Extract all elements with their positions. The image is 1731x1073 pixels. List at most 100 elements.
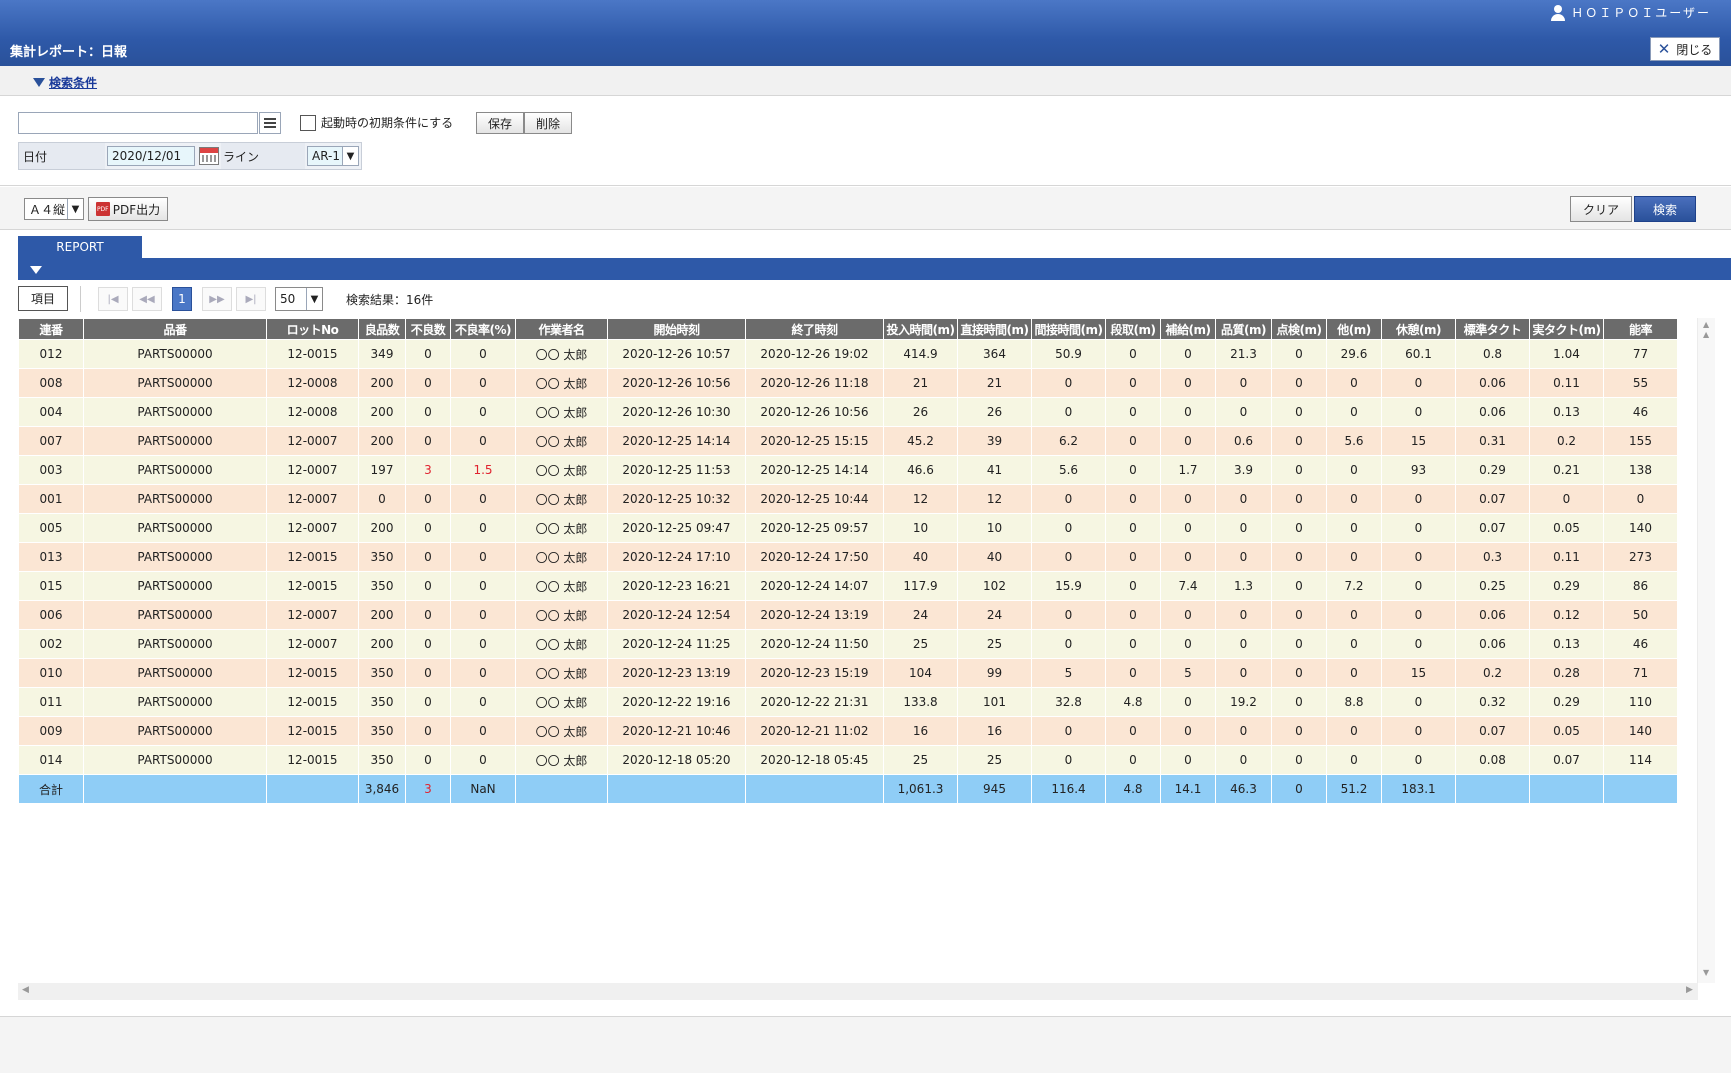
table-cell: 350	[358, 571, 406, 601]
table-row[interactable]: 007 PARTS00000 12-0007 200 0 0 〇〇 太郎 2020-12-25…	[18, 426, 1678, 456]
previous-page-icon[interactable]: ◀◀	[132, 287, 162, 311]
table-row[interactable]: 012 PARTS00000 12-0015 349 0 0 〇〇 太郎 2020-12-26…	[18, 339, 1678, 369]
chevron-down-icon[interactable]: ▼	[67, 199, 83, 219]
column-header[interactable]: 他(m)	[1326, 318, 1382, 340]
scroll-left-icon[interactable]: ◀	[22, 985, 29, 995]
table-cell: 0.3	[1455, 542, 1530, 572]
search-button[interactable]: 検索	[1634, 196, 1696, 222]
column-header[interactable]: 休憩(m)	[1381, 318, 1456, 340]
table-cell: 102	[957, 571, 1032, 601]
column-header[interactable]: 点検(m)	[1271, 318, 1327, 340]
search-conditions-toggle[interactable]: 検索条件	[33, 74, 97, 91]
report-panel-bar	[18, 258, 1731, 280]
table-row[interactable]: 013 PARTS00000 12-0015 350 0 0 〇〇 太郎 2020-12-24…	[18, 542, 1678, 572]
table-row[interactable]: 006 PARTS00000 12-0007 200 0 0 〇〇 太郎 2020-12-24…	[18, 600, 1678, 630]
pdf-export-button[interactable]: PDF PDF出力	[88, 197, 168, 221]
table-row[interactable]: 011 PARTS00000 12-0015 350 0 0 〇〇 太郎 2020-12-22…	[18, 687, 1678, 717]
delete-condition-button[interactable]: 削除	[524, 112, 572, 134]
last-page-icon[interactable]: ▶|	[236, 287, 266, 311]
column-items-button[interactable]: 項目	[18, 286, 68, 311]
scroll-up-icon[interactable]: ▲	[1703, 330, 1710, 339]
table-row[interactable]: 015 PARTS00000 12-0015 350 0 0 〇〇 太郎 2020-12-23…	[18, 571, 1678, 601]
table-cell: 0	[1215, 484, 1272, 514]
clear-button[interactable]: クリア	[1570, 196, 1632, 222]
table-cell: 0	[450, 426, 516, 456]
table-cell: 0	[1105, 745, 1161, 775]
column-header[interactable]: 標準タクト	[1455, 318, 1530, 340]
column-header[interactable]: 作業者名	[515, 318, 608, 340]
total-cell: 51.2	[1326, 774, 1382, 804]
table-cell: 1.04	[1529, 339, 1604, 369]
table-row[interactable]: 001 PARTS00000 12-0007 0 0 0 〇〇 太郎 2020-12-25 1…	[18, 484, 1678, 514]
close-button[interactable]: ✕ 閉じる	[1650, 37, 1720, 61]
next-page-icon[interactable]: ▶▶	[202, 287, 232, 311]
calendar-icon[interactable]	[199, 147, 219, 165]
checkbox-box[interactable]	[300, 114, 316, 131]
paper-size-select[interactable]: Ａ４縦 ▼	[24, 198, 84, 220]
table-cell: 〇〇 太郎	[515, 600, 608, 630]
current-page-button[interactable]: 1	[172, 287, 192, 311]
table-cell: 〇〇 太郎	[515, 716, 608, 746]
column-header[interactable]: 実タクト(m)	[1529, 318, 1604, 340]
tab-report[interactable]: REPORT	[18, 236, 142, 258]
condition-list-button[interactable]	[259, 112, 281, 134]
table-cell: 0	[1271, 542, 1327, 572]
column-header[interactable]: 終了時刻	[745, 318, 884, 340]
vertical-scrollbar[interactable]: ▲ ▲ ▼	[1697, 318, 1715, 983]
search-conditions-header: 検索条件	[0, 66, 1731, 96]
table-cell: 12-0008	[266, 368, 359, 398]
line-select[interactable]: AR-1 ▼	[307, 146, 359, 166]
scroll-down-icon[interactable]: ▼	[1703, 968, 1710, 977]
table-cell: 0	[1326, 513, 1382, 543]
chevron-down-icon[interactable]: ▼	[342, 147, 358, 165]
collapse-triangle-icon[interactable]	[30, 266, 42, 274]
column-header[interactable]: 投入時間(m)	[883, 318, 958, 340]
table-row[interactable]: 005 PARTS00000 12-0007 200 0 0 〇〇 太郎 2020-12-25…	[18, 513, 1678, 543]
table-cell: 〇〇 太郎	[515, 571, 608, 601]
column-header[interactable]: ロットNo	[266, 318, 359, 340]
table-cell: 12-0015	[266, 745, 359, 775]
column-header[interactable]: 連番	[18, 318, 84, 340]
startup-condition-checkbox[interactable]: 起動時の初期条件にする	[300, 114, 453, 131]
column-header[interactable]: 能率	[1603, 318, 1678, 340]
table-row[interactable]: 014 PARTS00000 12-0015 350 0 0 〇〇 太郎 2020-12-18…	[18, 745, 1678, 775]
scroll-top-icon[interactable]: ▲	[1703, 320, 1710, 329]
first-page-icon[interactable]: |◀	[98, 287, 128, 311]
table-cell: 0	[405, 687, 451, 717]
table-cell: 2020-12-23 16:21	[607, 571, 746, 601]
date-input[interactable]: 2020/12/01	[107, 146, 195, 166]
horizontal-scrollbar[interactable]: ◀ ▶	[18, 983, 1698, 1000]
table-row[interactable]: 008 PARTS00000 12-0008 200 0 0 〇〇 太郎 2020-12-26…	[18, 368, 1678, 398]
user-menu[interactable]: ＨＯＩＰＯＩユーザー	[1551, 4, 1711, 21]
saved-condition-input[interactable]	[18, 112, 258, 134]
chevron-down-icon[interactable]: ▼	[306, 288, 322, 310]
column-header[interactable]: 品番	[83, 318, 267, 340]
column-header[interactable]: 良品数	[358, 318, 406, 340]
table-cell: PARTS00000	[83, 745, 267, 775]
table-cell: 12-0015	[266, 716, 359, 746]
table-row[interactable]: 010 PARTS00000 12-0015 350 0 0 〇〇 太郎 2020-12-23…	[18, 658, 1678, 688]
table-row[interactable]: 002 PARTS00000 12-0007 200 0 0 〇〇 太郎 2020-12-24…	[18, 629, 1678, 659]
column-header[interactable]: 不良数	[405, 318, 451, 340]
table-row[interactable]: 003 PARTS00000 12-0007 197 3 1.5 〇〇 太郎 2020-12-…	[18, 455, 1678, 485]
column-header[interactable]: 間接時間(m)	[1031, 318, 1106, 340]
table-row[interactable]: 009 PARTS00000 12-0015 350 0 0 〇〇 太郎 2020-12-21…	[18, 716, 1678, 746]
table-cell: PARTS00000	[83, 368, 267, 398]
page-title: 集計レポート：日報	[10, 45, 128, 60]
table-cell: 0	[1271, 484, 1327, 514]
scroll-right-icon[interactable]: ▶	[1686, 985, 1693, 995]
column-header[interactable]: 品質(m)	[1215, 318, 1272, 340]
table-row[interactable]: 004 PARTS00000 12-0008 200 0 0 〇〇 太郎 2020-12-26…	[18, 397, 1678, 427]
save-condition-button[interactable]: 保存	[476, 112, 524, 134]
table-cell: 29.6	[1326, 339, 1382, 369]
total-cell	[83, 774, 267, 804]
table-cell: 0	[1381, 368, 1456, 398]
column-header[interactable]: 段取(m)	[1105, 318, 1161, 340]
column-header[interactable]: 開始時刻	[607, 318, 746, 340]
column-header[interactable]: 直接時間(m)	[957, 318, 1032, 340]
column-header[interactable]: 不良率(%)	[450, 318, 516, 340]
column-header[interactable]: 補給(m)	[1160, 318, 1216, 340]
table-cell: 71	[1603, 658, 1678, 688]
table-cell: 0	[1271, 658, 1327, 688]
per-page-select[interactable]: 50 ▼	[275, 287, 323, 311]
